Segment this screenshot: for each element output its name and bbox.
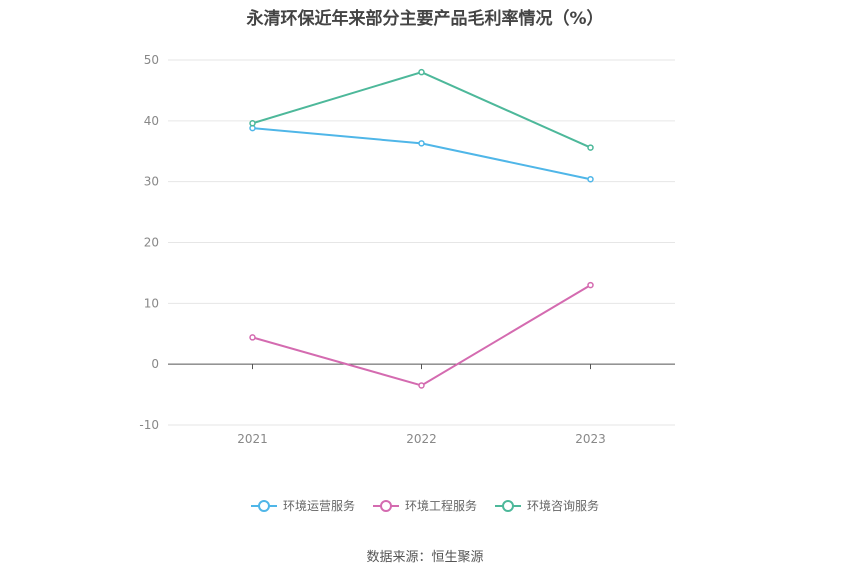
legend-item-0[interactable]: 环境运营服务 [250,497,355,514]
legend-item-2[interactable]: 环境咨询服务 [495,497,599,514]
data-point [587,175,594,183]
y-axis-ticks: 50 40 30 20 10 0 -10 [139,53,159,432]
data-point [249,334,256,341]
data-source: 数据来源：恒生聚源 [366,550,484,565]
series-line-2 [252,71,591,149]
x-tick-label: 2023 [575,432,606,446]
x-tick-label: 2021 [237,432,268,446]
data-point [418,382,425,389]
chart-title: 永清环保近年来部分主要产品毛利率情况（%） [246,9,604,29]
y-tick-label: 10 [144,296,159,310]
y-tick-label: -10 [139,418,159,432]
y-tick-label: 0 [151,357,159,371]
legend-swatch-icon [495,499,521,512]
legend-label: 环境咨询服务 [527,499,600,513]
data-point [587,144,594,151]
data-point [418,68,425,76]
y-tick-label: 40 [144,114,159,128]
legend-swatch-icon [372,499,399,512]
grid-lines [168,59,675,426]
legend: 环境运营服务 环境工程服务 环境咨询服务 [0,497,850,514]
x-tick-label: 2022 [406,432,437,446]
legend-item-1[interactable]: 环境工程服务 [372,497,477,514]
y-tick-label: 50 [144,53,159,67]
y-tick-label: 20 [144,236,159,250]
legend-swatch-icon [250,499,277,512]
data-point [249,120,256,127]
y-tick-label: 30 [144,175,159,189]
series-line-1 [252,284,592,387]
series-line-0 [252,127,591,181]
legend-label: 环境运营服务 [282,499,355,513]
data-point [418,140,425,147]
series-lines [249,68,594,389]
legend-label: 环境工程服务 [404,499,477,513]
data-point [587,281,594,289]
x-axis: 2021 2022 2023 [237,364,606,446]
